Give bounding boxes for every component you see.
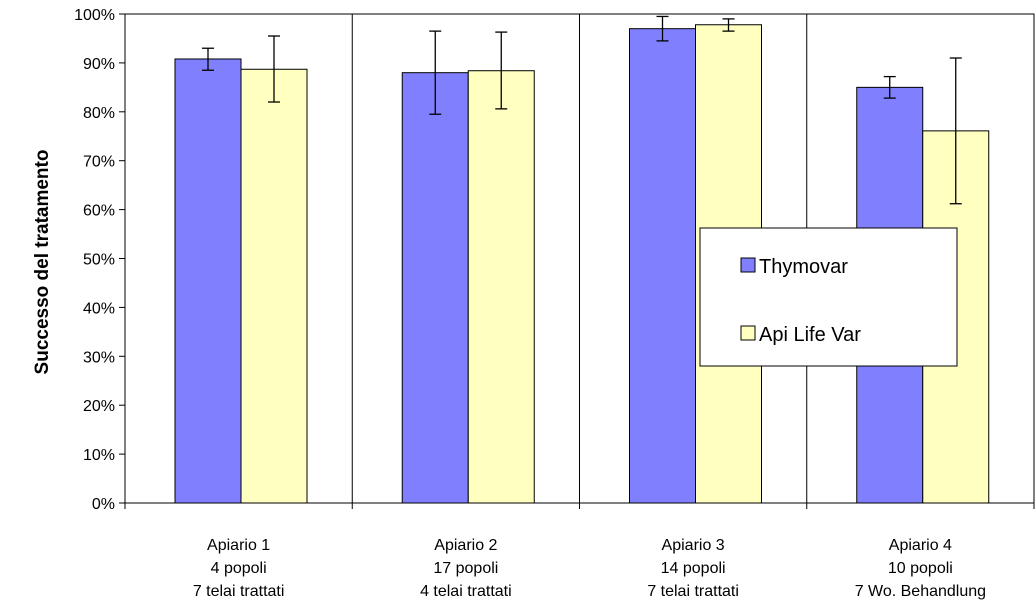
bar-api-life-var [467,70,535,504]
error-bars [202,15,962,205]
legend-swatch [740,257,756,273]
category-label-line: 7 Wo. Behandlung [855,583,986,600]
category-label-line: Apiario 1 [207,537,270,554]
legend-swatch [740,325,756,341]
legend-box [699,227,958,367]
category-label-line: 7 telai trattati [193,583,285,600]
bar-thymovar [629,28,696,504]
y-tick-label: 70% [83,154,115,171]
bar-thymovar [401,72,469,504]
category-label-line: 10 popoli [888,560,953,577]
category-label-line: Apiario 2 [434,537,497,554]
category-label-line: Apiario 3 [662,537,725,554]
y-tick-label: 90% [83,56,115,73]
y-tick-label: 30% [83,349,115,366]
y-tick-label: 50% [83,252,115,269]
legend-label: Thymovar [759,256,848,278]
bar-api-life-var [240,68,308,504]
category-label: Apiario 4 10 popoli 7 Wo. Behandlung [855,537,986,600]
category-label-line: Apiario 4 [889,537,952,554]
category-label-line: 7 telai trattati [647,583,739,600]
category-label: Apiario 2 17 popoli 4 telai trattati [420,537,512,600]
y-tick-label: 20% [83,398,115,415]
y-tick-label: 10% [83,447,115,464]
legend-label: Api Life Var [759,324,861,346]
y-tick-label: 60% [83,203,115,220]
category-label-line: 14 popoli [661,560,726,577]
legend: Thymovar Api Life Var [699,227,958,367]
y-tick-label: 0% [92,496,115,513]
bar-thymovar [174,58,242,504]
category-label-line: 4 popoli [211,560,267,577]
category-label: Apiario 1 4 popoli 7 telai trattati [193,537,285,600]
y-axis-label: Successo del tratamento [32,150,53,375]
y-tick-label: 80% [83,105,115,122]
y-axis: 0% 10% 20% 30% 40% 50% 60% 70% 80% 90% 100% [74,7,125,513]
y-tick-label: 40% [83,300,115,317]
y-tick-label: 100% [74,7,115,24]
category-label-line: 4 telai trattati [420,583,512,600]
category-label-line: 17 popoli [433,560,498,577]
category-label: Apiario 3 14 popoli 7 telai trattati [647,537,739,600]
